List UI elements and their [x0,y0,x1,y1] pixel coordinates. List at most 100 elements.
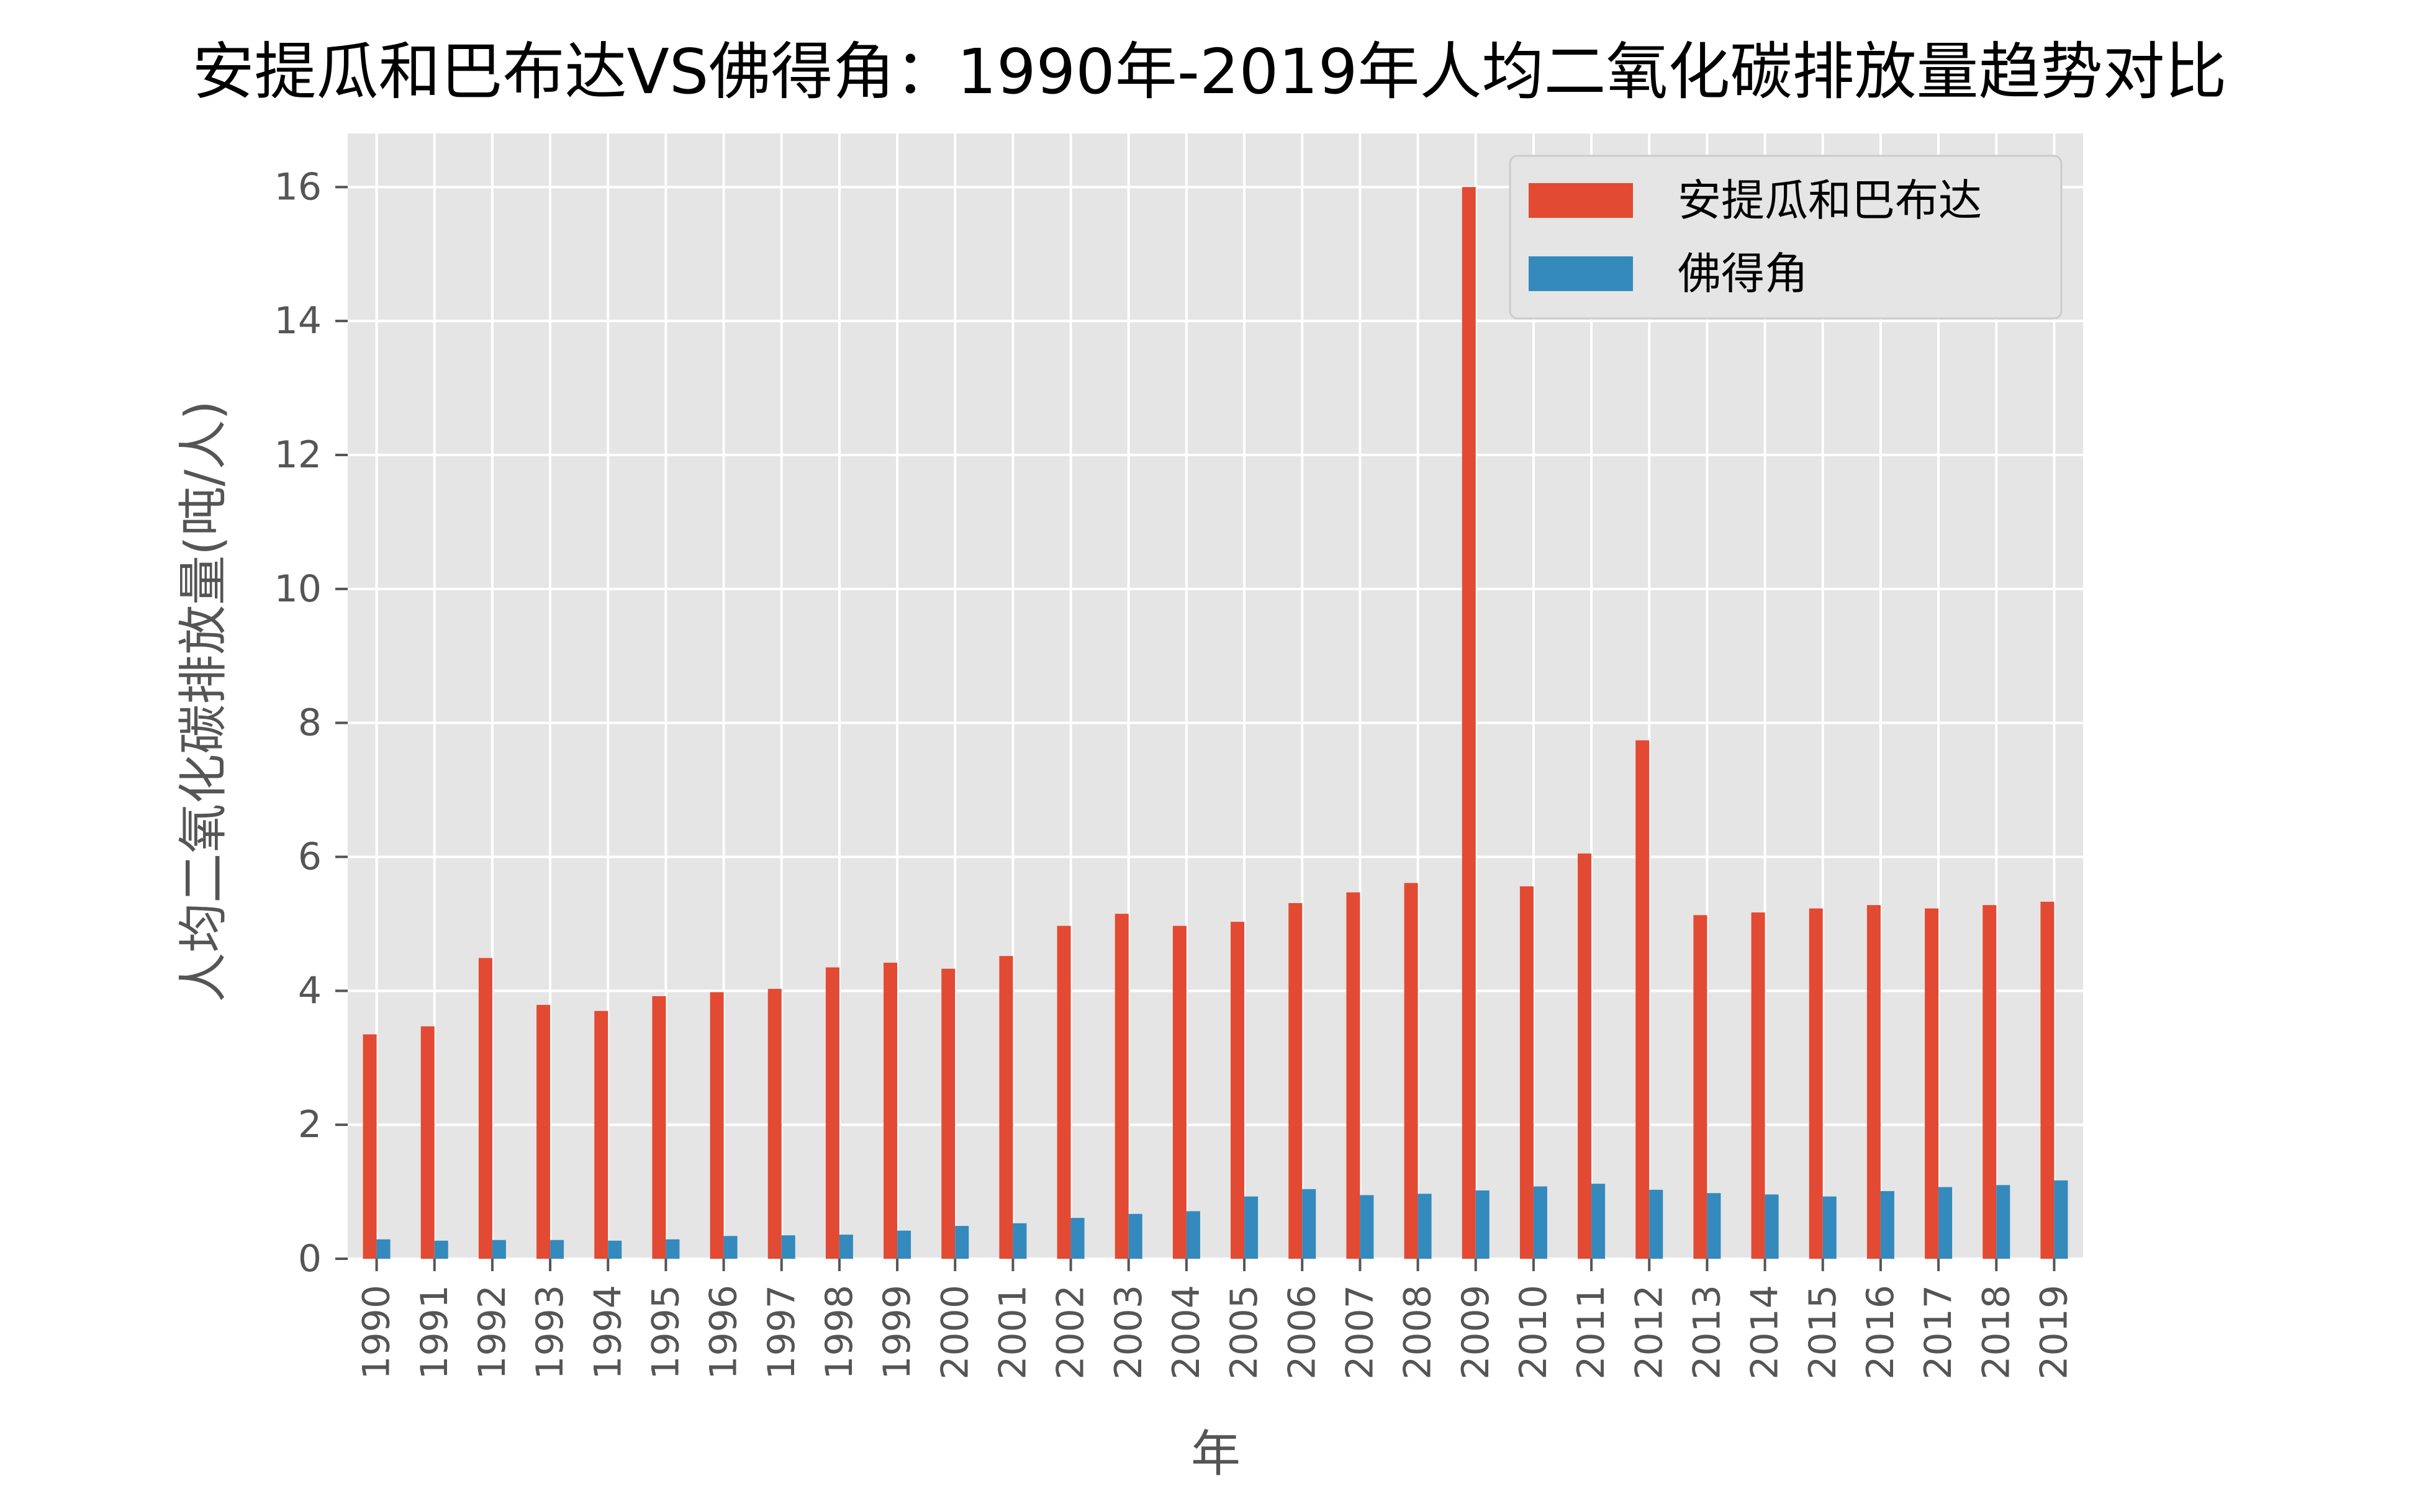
y-tick-label: 14 [274,299,322,343]
y-axis: 0 2 4 6 8 10 12 14 16 [274,165,348,1280]
bar-series-1 [1925,908,1939,1259]
bar-series-2 [376,1239,391,1259]
x-tick-label: 2018 [1974,1285,2018,1380]
y-tick-label: 16 [274,165,322,209]
legend-label: 安提瓜和巴布达 [1678,175,1982,226]
x-axis: 1990 1991 1992 1993 1994 1995 1996 1997 1998 1999… [355,1259,2076,1380]
bar-series-2 [1360,1195,1374,1259]
y-tick-label: 4 [298,969,322,1012]
bar-series-2 [434,1240,448,1259]
x-tick-label: 2005 [1223,1285,1266,1380]
bar-series-2 [1302,1189,1316,1259]
y-tick-label: 12 [274,433,322,477]
legend-label: 佛得角 [1678,248,1808,299]
bar-series-2 [897,1230,911,1259]
bar-series-1 [767,989,782,1259]
x-tick-label: 2000 [933,1285,977,1380]
legend-swatch [1529,183,1633,218]
bar-series-2 [1765,1194,1779,1259]
bar-series-2 [1822,1196,1837,1259]
bar-series-2 [1649,1189,1663,1259]
bar-series-2 [1996,1185,2010,1259]
y-tick-label: 0 [298,1237,322,1280]
x-tick-label: 2001 [991,1285,1034,1380]
x-tick-label: 2014 [1743,1285,1787,1380]
bar-series-2 [955,1226,969,1259]
x-axis-label: 年 [1191,1425,1241,1483]
bar-series-2 [1880,1191,1894,1259]
x-tick-label: 1998 [818,1285,861,1380]
x-tick-label: 2008 [1396,1285,1440,1380]
y-axis-label: 人均二氧化碳排放量(吨/人) [174,400,232,1002]
bar-series-1 [825,967,839,1259]
bar-series-2 [1417,1194,1432,1259]
bar-series-1 [536,1004,551,1259]
bar-series-1 [1346,892,1360,1259]
bar-series-2 [839,1235,853,1259]
bars [363,187,2068,1259]
bar-series-2 [550,1240,564,1259]
bar-series-1 [1462,187,1476,1259]
bar-series-1 [1635,740,1650,1259]
bar-series-1 [884,963,898,1259]
bar-series-1 [478,958,492,1259]
bar-series-1 [363,1034,377,1259]
bar-series-2 [1707,1193,1721,1259]
bar-series-1 [999,956,1013,1259]
x-tick-label: 2002 [1049,1285,1093,1380]
bar-series-1 [2040,901,2055,1259]
bar-series-1 [1231,922,1245,1259]
y-tick-label: 8 [298,701,322,745]
bar-series-1 [1693,915,1707,1259]
x-tick-label: 1997 [760,1285,803,1380]
bar-series-1 [710,992,724,1259]
bar-series-2 [781,1235,795,1259]
legend-swatch [1529,256,1633,291]
bar-series-2 [2054,1180,2068,1259]
bar-series-1 [420,1026,435,1259]
x-tick-label: 2010 [1512,1285,1555,1380]
bar-series-2 [666,1239,680,1259]
bar-series-2 [492,1240,506,1259]
bar-series-1 [1866,905,1881,1259]
bar-series-1 [652,996,666,1259]
y-tick-label: 2 [298,1103,322,1146]
bar-series-1 [1115,914,1129,1259]
bar-series-1 [594,1010,608,1259]
x-tick-label: 1993 [528,1285,572,1380]
x-tick-label: 2007 [1338,1285,1381,1380]
x-tick-label: 1992 [471,1285,514,1380]
bar-series-2 [1533,1186,1547,1259]
x-tick-label: 2016 [1859,1285,1902,1380]
bar-series-1 [1578,853,1592,1259]
bar-series-1 [1519,886,1534,1259]
bar-series-2 [1186,1211,1200,1259]
x-tick-label: 2013 [1685,1285,1729,1380]
bar-series-1 [1172,925,1187,1259]
bar-series-1 [1751,912,1765,1259]
x-tick-label: 1995 [644,1285,687,1380]
bar-series-2 [1128,1213,1142,1259]
x-tick-label: 2009 [1454,1285,1498,1380]
bar-series-2 [608,1240,622,1259]
x-tick-label: 2015 [1801,1285,1845,1380]
x-tick-label: 2017 [1917,1285,1960,1380]
bar-series-2 [1244,1196,1259,1259]
x-tick-label: 2019 [2032,1285,2076,1380]
x-tick-label: 1999 [875,1285,919,1380]
x-tick-label: 1994 [586,1285,630,1380]
bar-series-2 [1591,1184,1606,1259]
y-tick-label: 10 [274,567,322,611]
legend-box [1509,155,2063,320]
x-tick-label: 1990 [355,1285,399,1380]
bar-series-1 [941,968,956,1259]
chart-title: 安提瓜和巴布达VS佛得角：1990年-2019年人均二氧化碳排放量趋势对比 [192,35,2227,108]
bar-series-2 [1938,1187,1953,1259]
x-tick-label: 1991 [413,1285,456,1380]
bar-series-1 [1288,902,1303,1259]
x-tick-label: 2004 [1165,1285,1208,1380]
x-tick-label: 2003 [1107,1285,1151,1380]
